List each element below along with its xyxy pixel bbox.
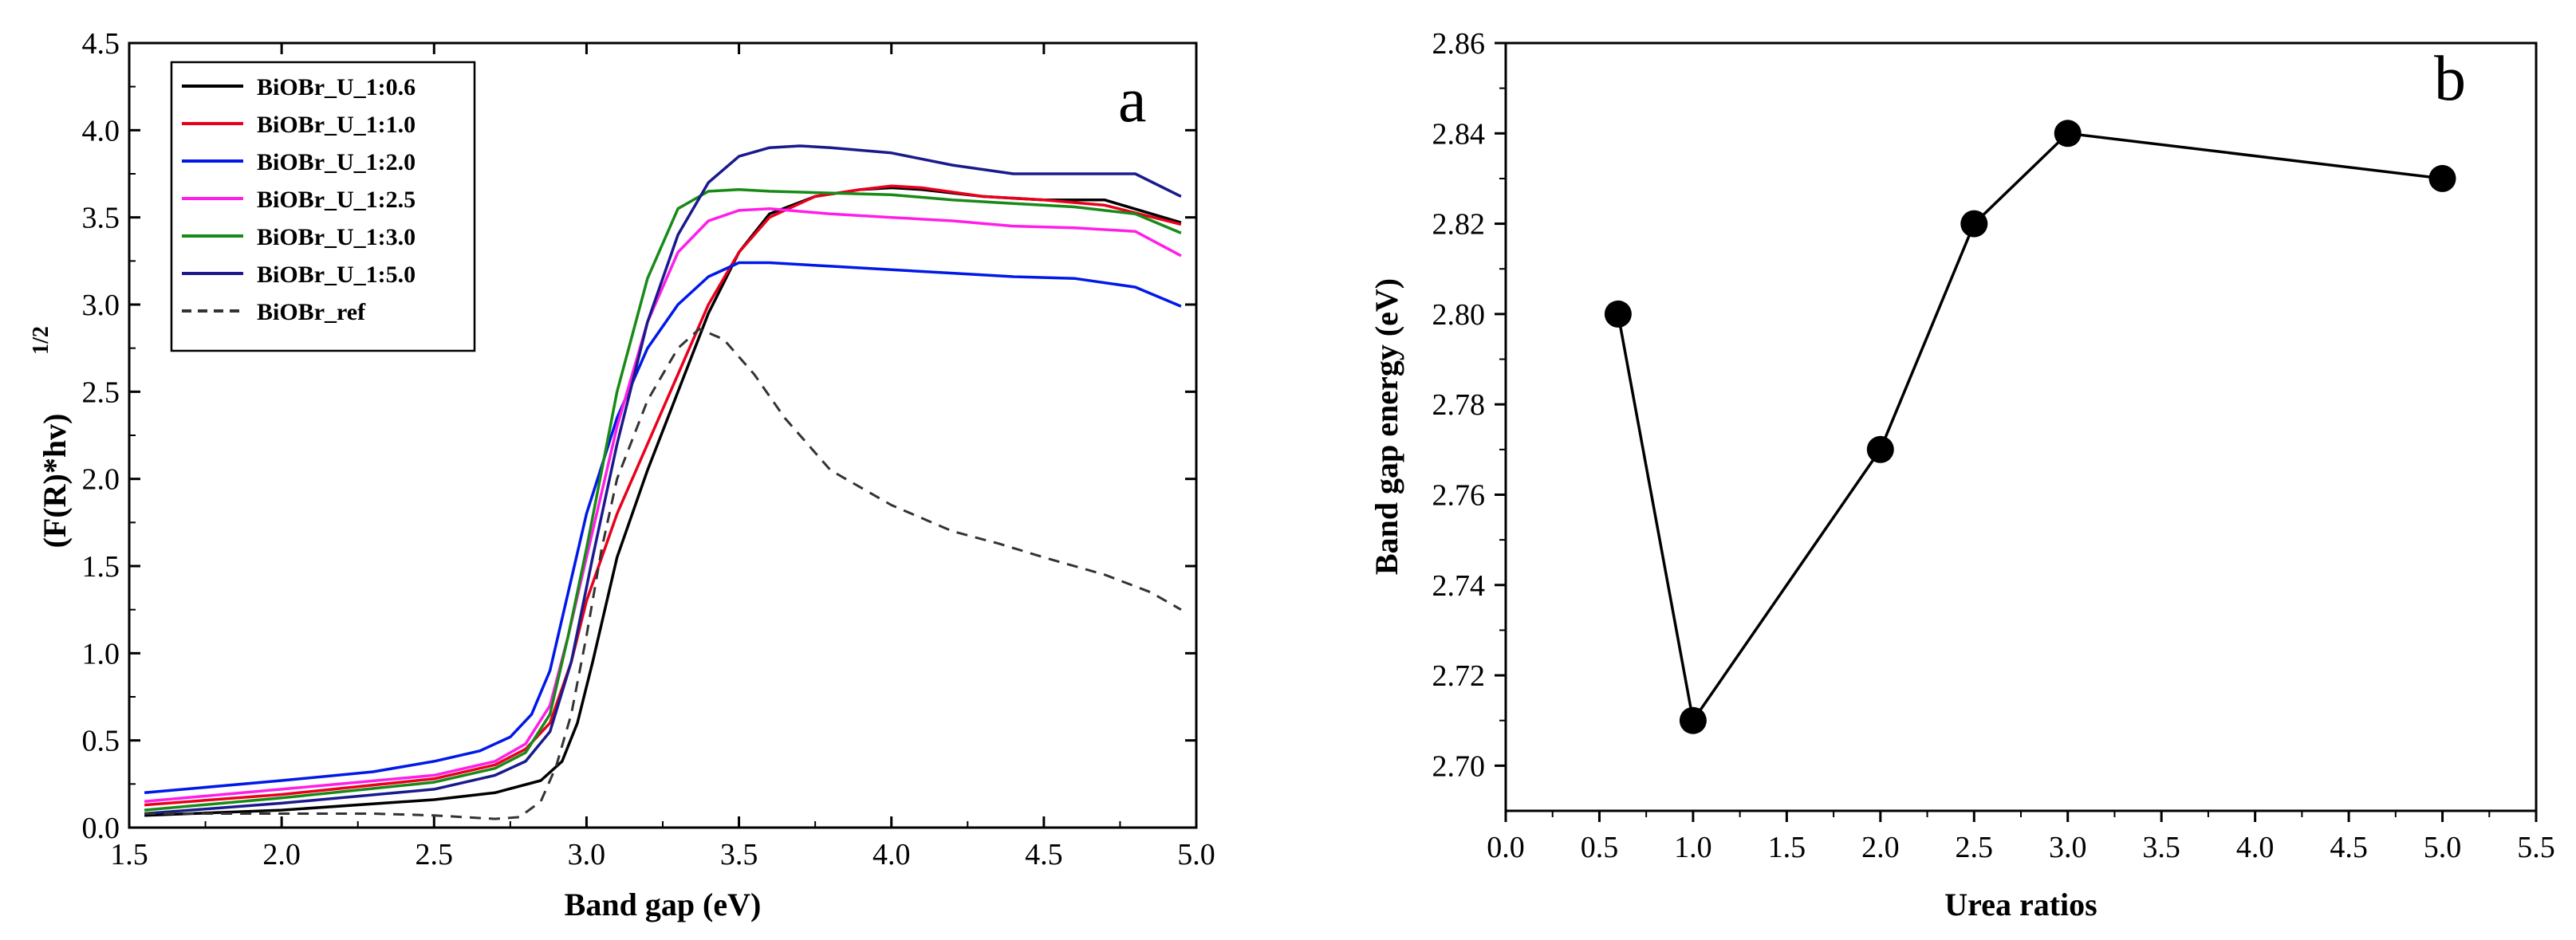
y-tick-label: 2.72: [1432, 659, 1486, 693]
data-point: [1604, 300, 1632, 328]
data-point: [2428, 164, 2456, 192]
y-tick-label: 1.0: [82, 637, 120, 671]
panel-b-x-axis: 0.0 0.5 1.0 1.5 2.0 2.5 3.0 3.5 4.0 4.5 5.0 5.5: [1487, 811, 2555, 864]
x-tick-label: 3.5: [720, 838, 758, 871]
data-point: [1866, 435, 1894, 463]
y-tick-label: 2.74: [1432, 569, 1486, 603]
y-tick-label: 3.5: [82, 202, 120, 235]
series-line-biobr-u-1-3-0: [144, 187, 1182, 812]
x-tick-label: 4.0: [872, 838, 911, 871]
legend-entry: BiOBr_U_1:1.0: [257, 112, 416, 138]
legend-entry: BiOBr_U_1:0.6: [257, 74, 416, 100]
panel-b-plot-frame: [1504, 41, 2538, 812]
x-tick-label: 2.0: [262, 838, 301, 871]
y-tick-label: 2.86: [1432, 27, 1486, 61]
data-point: [1960, 210, 1988, 238]
x-tick-label: 0.0: [1487, 831, 1525, 864]
y-tick-label: 4.0: [82, 114, 120, 147]
x-tick-label: 1.0: [1674, 831, 1712, 864]
y-tick-label: 2.80: [1432, 298, 1486, 332]
panel-b-chart: 0.0 0.5 1.0 1.5 2.0 2.5 3.0 3.5 4.0 4.5 5.0 5.5 2.7…: [1369, 27, 2555, 922]
panel-b-series-group: [1604, 120, 2456, 734]
legend-entry: BiOBr_U_1:2.0: [257, 149, 416, 175]
x-tick-label: 1.5: [1768, 831, 1806, 864]
panel-a-y-axis-title: (F(R)*hv): [37, 414, 73, 549]
x-tick-label: 2.5: [1956, 831, 1994, 864]
panel-a-x-axis-title: Band gap (eV): [565, 887, 762, 922]
series-line-biobr-u-1-1-0: [144, 184, 1182, 807]
data-point: [2054, 120, 2082, 147]
x-tick-label: 5.0: [2424, 831, 2462, 864]
panel-a-letter: a: [1118, 65, 1147, 136]
y-tick-label: 2.82: [1432, 208, 1486, 242]
y-tick-label: 2.76: [1432, 478, 1486, 512]
x-tick-label: 3.5: [2142, 831, 2180, 864]
legend-box: [170, 61, 476, 352]
panel-a-series-group: [144, 144, 1182, 820]
x-tick-label: 3.0: [2049, 831, 2087, 864]
panel-a-y-axis-title-superscript: 1/2: [29, 326, 53, 355]
x-tick-label: 5.0: [1177, 838, 1215, 871]
x-tick-label: 0.5: [1581, 831, 1619, 864]
x-tick-label: 4.0: [2236, 831, 2275, 864]
legend-entry: BiOBr_U_1:5.0: [257, 262, 416, 288]
x-tick-label: 1.5: [110, 838, 148, 871]
panel-b-y-axis: 2.70 2.72 2.74 2.76 2.78 2.80 2.82 2.84 2.86: [1432, 27, 1506, 783]
x-tick-label: 2.5: [416, 838, 454, 871]
y-tick-label: 2.78: [1432, 388, 1486, 422]
legend-entry: BiOBr_U_1:3.0: [257, 224, 416, 250]
series-line-band-gap: [1617, 132, 2443, 725]
y-tick-label: 2.0: [82, 463, 120, 497]
y-tick-label: 0.5: [82, 725, 120, 758]
y-tick-label: 2.84: [1432, 117, 1486, 151]
series-line-biobr-u-1-2-5: [144, 206, 1182, 803]
panel-a-y-axis: 0.0 0.5 1.0 1.5 2.0 2.5 3.0 3.5 4.0 4.5: [82, 27, 1196, 845]
y-tick-label: 2.5: [82, 376, 120, 409]
y-tick-label: 1.5: [82, 550, 120, 584]
series-line-biobr-ref: [144, 328, 1182, 820]
x-tick-label: 5.5: [2517, 831, 2555, 864]
panel-a-x-axis: 1.5 2.0 2.5 3.0 3.5 4.0 4.5 5.0: [110, 43, 1215, 871]
panel-a-chart: 1.5 2.0 2.5 3.0 3.5 4.0 4.5 5.0 0.0 0.5 1.0 1.5 2.0…: [29, 27, 1215, 922]
legend-entry: BiOBr_ref: [257, 299, 366, 325]
panel-b-letter: b: [2434, 44, 2466, 114]
panel-b-y-axis-title: Band gap energy (eV): [1369, 278, 1404, 575]
series-line-biobr-u-1-5-0: [144, 144, 1182, 816]
x-tick-label: 2.0: [1861, 831, 1900, 864]
series-line-biobr-u-1-2-0: [144, 261, 1182, 795]
y-tick-label: 2.70: [1432, 749, 1486, 783]
legend-entry: BiOBr_U_1:2.5: [257, 187, 416, 213]
x-tick-label: 4.5: [2330, 831, 2368, 864]
panel-b-x-axis-title: Urea ratios: [1944, 887, 2097, 922]
panel-a-legend: BiOBr_U_1:0.6 BiOBr_U_1:1.0 BiOBr_U_1:2.0 B…: [170, 61, 476, 352]
data-point: [1679, 706, 1707, 734]
x-tick-label: 3.0: [568, 838, 606, 871]
y-tick-label: 3.0: [82, 289, 120, 322]
y-tick-label: 4.5: [82, 27, 120, 61]
y-tick-label: 0.0: [82, 812, 120, 845]
x-tick-label: 4.5: [1025, 838, 1063, 871]
